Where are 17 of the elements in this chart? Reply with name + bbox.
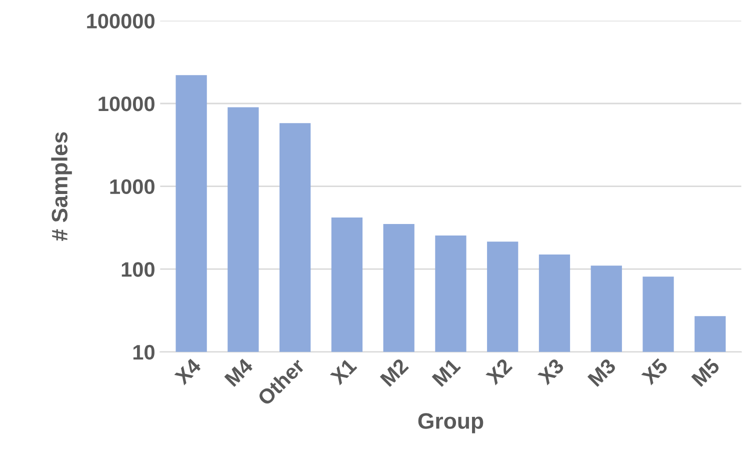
y-tick-label: 10 bbox=[133, 344, 154, 360]
x-tick-label: X4 bbox=[174, 357, 202, 386]
x-tick-label: X1 bbox=[330, 358, 358, 386]
x-tick-label: M2 bbox=[380, 358, 409, 387]
x-axis-title: Group bbox=[418, 413, 484, 434]
y-tick-label: 100000 bbox=[87, 14, 154, 28]
y-tick-label: 100 bbox=[122, 262, 154, 277]
x-tick-label: M5 bbox=[691, 358, 721, 388]
x-tick-label: X3 bbox=[536, 358, 565, 386]
x-tick-label: M1 bbox=[432, 358, 461, 387]
x-tick-label: M3 bbox=[587, 358, 617, 388]
x-tick-label: X5 bbox=[640, 358, 669, 386]
y-axis-title: # Samples bbox=[51, 132, 72, 241]
x-tick-label: X2 bbox=[485, 358, 513, 386]
y-tick-label: 1000 bbox=[110, 179, 154, 194]
x-tick-label: M4 bbox=[224, 357, 254, 387]
y-tick-label: 10000 bbox=[98, 96, 154, 112]
